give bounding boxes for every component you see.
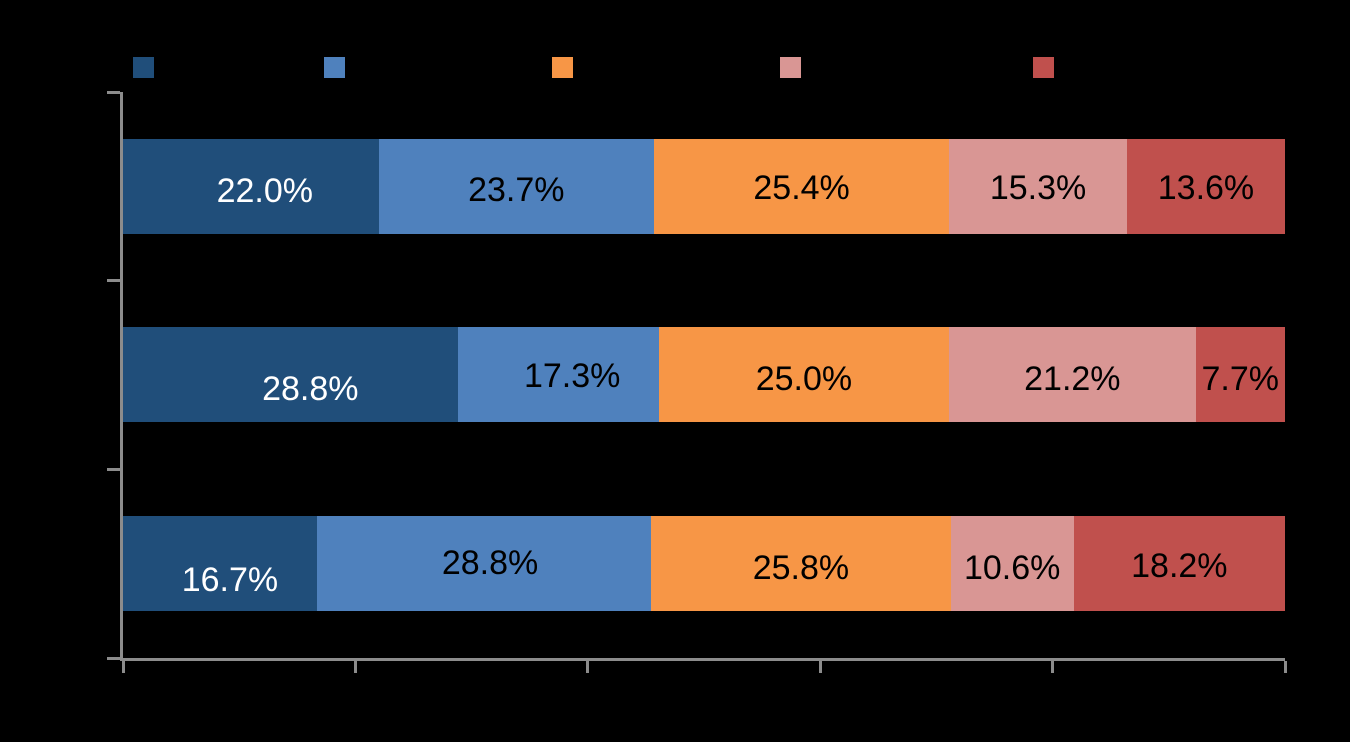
data-label: 17.3%	[523, 356, 621, 395]
bar-row-bar-middle: 28.8% 17.3% 25.0% 21.2% 7.7%	[123, 281, 1285, 470]
bar-segment-series-3-bar-middle: 25.0%	[658, 327, 950, 423]
bar-segment-series-1-bar-bottom: 16.7%	[123, 516, 317, 612]
data-label: 22.0%	[216, 172, 314, 211]
x-axis-tick	[586, 661, 590, 673]
data-label: 10.6%	[963, 548, 1061, 587]
bar-segment-series-4-bar-middle: 21.2%	[949, 327, 1196, 423]
data-label: 28.8%	[262, 369, 359, 408]
data-label: 15.3%	[989, 169, 1087, 208]
x-axis-tick	[353, 661, 357, 673]
stacked-bar-bar-bottom: 16.7% 28.8% 25.8% 10.6% 18.2%	[123, 516, 1285, 612]
bar-segment-series-2-bar-top: 23.7%	[378, 138, 655, 234]
y-axis-tick	[107, 656, 120, 660]
data-label: 7.7%	[1201, 359, 1279, 398]
bar-row-bar-top: 22.0% 23.7% 25.4% 15.3% 13.6%	[123, 92, 1285, 281]
stacked-bar-bar-middle: 28.8% 17.3% 25.0% 21.2% 7.7%	[123, 327, 1285, 423]
x-axis-tick	[121, 661, 125, 673]
bar-segment-series-3-bar-top: 25.4%	[654, 138, 950, 234]
bar-segment-series-2-bar-bottom: 28.8%	[316, 516, 652, 612]
legend-swatch-series-3	[552, 57, 573, 78]
legend-swatch-series-4	[780, 57, 801, 78]
data-label: 25.8%	[752, 548, 850, 587]
bar-segment-series-5-bar-top: 13.6%	[1126, 138, 1285, 234]
y-axis-tick	[107, 90, 120, 94]
data-label: 13.6%	[1157, 169, 1255, 208]
plot-area: 22.0% 23.7% 25.4% 15.3% 13.6% 28.8% 17.3% 25.0%…	[107, 90, 1287, 673]
legend-swatch-series-1	[133, 57, 154, 78]
x-axis-tick	[1283, 661, 1287, 673]
bar-segment-series-1-bar-top: 22.0%	[123, 138, 379, 234]
y-axis-tick	[107, 279, 120, 283]
bar-segment-series-5-bar-bottom: 18.2%	[1073, 516, 1285, 612]
bar-row-bar-bottom: 16.7% 28.8% 25.8% 10.6% 18.2%	[123, 469, 1285, 658]
bar-segment-series-2-bar-middle: 17.3%	[457, 327, 659, 423]
data-label: 21.2%	[1024, 359, 1121, 398]
data-label: 25.0%	[755, 359, 853, 398]
x-axis-tick	[818, 661, 822, 673]
plot-inner: 22.0% 23.7% 25.4% 15.3% 13.6% 28.8% 17.3% 25.0%…	[107, 90, 1287, 673]
data-label: 25.4%	[753, 169, 850, 208]
stacked-bar-bar-top: 22.0% 23.7% 25.4% 15.3% 13.6%	[123, 138, 1285, 234]
x-axis-tick	[1051, 661, 1055, 673]
bar-segment-series-1-bar-middle: 28.8%	[123, 327, 458, 423]
data-label: 18.2%	[1131, 546, 1228, 585]
bar-segment-series-3-bar-bottom: 25.8%	[651, 516, 951, 612]
y-axis-tick	[107, 467, 120, 471]
bar-segment-series-4-bar-top: 15.3%	[949, 138, 1127, 234]
data-label: 16.7%	[181, 560, 279, 599]
data-label: 28.8%	[441, 543, 539, 582]
legend-swatch-series-2	[324, 57, 345, 78]
legend-swatch-series-5	[1033, 57, 1054, 78]
data-label: 23.7%	[468, 171, 565, 210]
bar-segment-series-5-bar-middle: 7.7%	[1195, 327, 1285, 423]
bar-segment-series-4-bar-bottom: 10.6%	[950, 516, 1074, 612]
chart-legend	[0, 0, 1350, 92]
